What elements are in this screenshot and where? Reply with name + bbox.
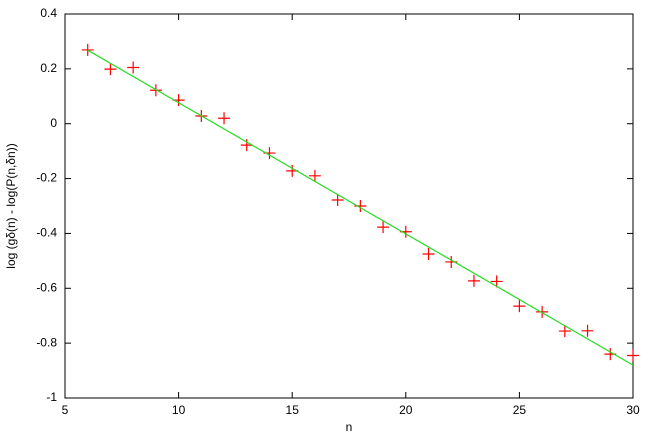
y-tick-label: 0.4 [40,6,57,20]
point [331,193,344,206]
point [308,169,321,182]
x-axis-label: n [346,420,353,434]
point [127,61,140,74]
plot-frame [64,13,634,399]
x-tick-label: 30 [626,403,640,417]
point [558,325,571,338]
x-tick-label: 25 [513,403,527,417]
point [104,63,117,76]
point [490,275,503,288]
y-tick-label: -0.6 [36,280,57,294]
y-axis-label: log (gδ(n) - log(P(n,δn)) [4,143,18,268]
point [581,324,594,337]
point [422,248,435,260]
y-tick-label: 0 [50,116,57,130]
x-tick-label: 5 [62,403,69,417]
point [536,305,549,318]
y-tick-label: -1 [46,390,57,404]
y-tick-label: -0.2 [36,171,57,185]
y-tick-label: -0.8 [36,335,57,349]
x-tick-label: 20 [399,403,413,417]
x-tick-label: 10 [172,403,186,417]
y-tick-label: -0.4 [36,226,57,240]
point [467,274,480,287]
point [377,221,390,234]
point [240,139,253,152]
point [81,43,94,56]
point [513,300,526,313]
x-tick-label: 15 [286,403,300,417]
fit-line [87,49,634,366]
point [218,112,231,125]
point [627,349,639,362]
y-tick-label: 0.2 [40,61,57,75]
